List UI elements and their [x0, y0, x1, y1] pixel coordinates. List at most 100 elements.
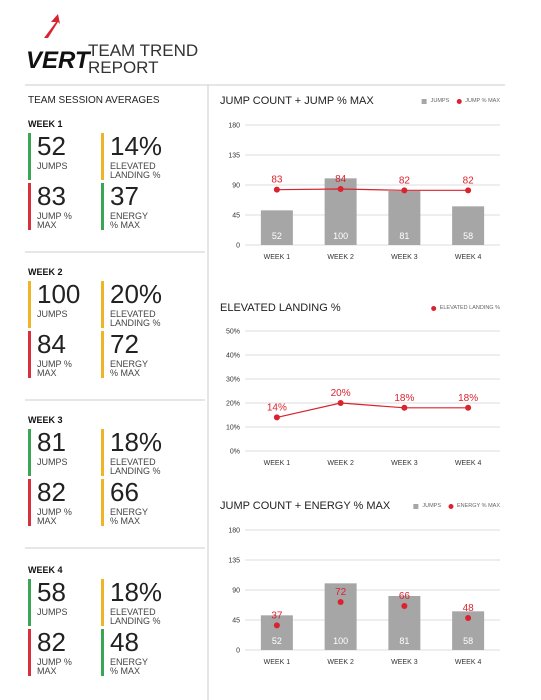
metric-value: 66 [110, 477, 139, 507]
series-line [276, 402, 469, 418]
point-label: 18% [458, 393, 478, 404]
y-tick-label: 40% [226, 353, 240, 360]
metric-label: JUMP % MAX [37, 657, 72, 676]
logo-arrow [44, 14, 60, 38]
bar-label: 58 [463, 231, 473, 241]
bar [452, 206, 485, 245]
report-title: TEAM TREND REPORT [88, 41, 199, 77]
bar-label: 58 [463, 636, 473, 646]
metric-label: JUMPS [37, 161, 68, 171]
bar-label: 52 [272, 636, 282, 646]
point [401, 603, 408, 609]
legend-swatch [413, 504, 419, 509]
metric-bar [101, 331, 104, 378]
metric-label: JUMPS [37, 457, 68, 467]
bar-label: 81 [399, 636, 409, 646]
bar-label: 100 [333, 231, 348, 241]
metric-value: 72 [110, 329, 139, 359]
metric-value: 52 [37, 131, 66, 161]
bar [260, 210, 293, 245]
point-label: 72 [335, 587, 347, 598]
point [273, 622, 280, 629]
x-tick-label: WEEK 4 [455, 659, 482, 666]
series-line [276, 188, 469, 191]
point [401, 404, 408, 411]
legend-label: ENERGY % MAX [457, 503, 500, 509]
x-tick-label: WEEK 4 [455, 460, 482, 467]
metric-value: 20% [110, 279, 163, 309]
y-tick-label: 45 [232, 618, 240, 625]
legend-label: JUMPS [422, 503, 441, 509]
chart-title: JUMP COUNT + JUMP % MAX [220, 95, 374, 107]
metric-bar [101, 479, 104, 526]
x-tick-label: WEEK 2 [327, 254, 354, 261]
metric-bar [28, 479, 31, 526]
week-label: WEEK 1 [28, 119, 63, 129]
metric-label: ENERGY % MAX [110, 211, 148, 230]
metric-value: 58 [37, 577, 66, 607]
x-tick-label: WEEK 1 [264, 659, 291, 666]
metric-value: 37 [110, 181, 139, 211]
y-tick-label: 180 [228, 123, 240, 130]
metric-bar [101, 183, 104, 230]
x-tick-label: WEEK 1 [264, 254, 291, 261]
metric-label: JUMP % MAX [37, 211, 72, 230]
metric-value: 82 [37, 477, 66, 507]
point [401, 187, 408, 194]
y-tick-label: 10% [226, 425, 240, 432]
metric-bar [28, 429, 31, 476]
y-tick-label: 0 [236, 648, 240, 655]
metric-bar [101, 133, 104, 180]
metric-label: ELEVATED LANDING % [110, 161, 161, 180]
point-label: 48 [463, 603, 475, 614]
bar [324, 583, 357, 650]
point-label: 84 [335, 174, 347, 185]
chart-title: JUMP COUNT + ENERGY % MAX [220, 500, 391, 512]
y-tick-label: 135 [228, 153, 240, 160]
metric-value: 18% [110, 427, 163, 457]
y-tick-label: 30% [226, 377, 240, 384]
metric-value: 84 [37, 329, 66, 359]
metric-label: ELEVATED LANDING % [110, 309, 161, 328]
legend-swatch [448, 504, 454, 509]
metric-label: ENERGY % MAX [110, 507, 148, 526]
y-tick-label: 90 [232, 183, 240, 190]
x-tick-label: WEEK 1 [264, 460, 291, 467]
point-label: 18% [394, 393, 414, 404]
metric-bar [101, 579, 104, 626]
metric-label: ELEVATED LANDING % [110, 457, 161, 476]
y-tick-label: 50% [226, 329, 240, 336]
legend-swatch [431, 306, 437, 311]
bar [260, 615, 293, 650]
x-tick-label: WEEK 2 [327, 460, 354, 467]
metric-bar [101, 629, 104, 676]
legend-swatch [421, 99, 427, 104]
metric-label: JUMPS [37, 607, 68, 617]
point-label: 37 [271, 610, 283, 621]
chart-title: ELEVATED LANDING % [220, 302, 341, 314]
point-label: 82 [399, 175, 411, 186]
point [273, 414, 280, 421]
metric-bar [101, 429, 104, 476]
y-tick-label: 20% [226, 401, 240, 408]
bar-label: 100 [333, 636, 348, 646]
point-label: 83 [271, 175, 283, 186]
y-tick-label: 45 [232, 213, 240, 220]
week-label: WEEK 4 [28, 565, 63, 575]
point [337, 186, 344, 192]
legend-label: JUMPS [431, 98, 450, 104]
point-label: 82 [463, 175, 475, 186]
metric-value: 82 [37, 627, 66, 657]
metric-bar [28, 133, 31, 180]
point [465, 187, 472, 194]
logo: VERT [26, 47, 92, 74]
point [465, 615, 472, 621]
metric-bar [28, 579, 31, 626]
metric-label: ENERGY % MAX [110, 657, 148, 676]
y-tick-label: 180 [228, 528, 240, 535]
x-tick-label: WEEK 3 [391, 659, 418, 666]
metric-bar [28, 629, 31, 676]
y-tick-label: 135 [228, 558, 240, 565]
